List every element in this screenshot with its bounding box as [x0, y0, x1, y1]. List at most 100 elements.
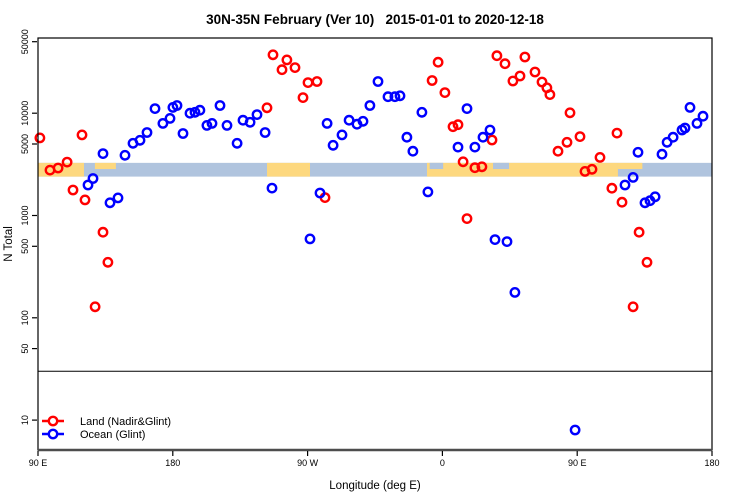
data-point-land [61, 156, 73, 168]
land-band-segment [267, 162, 310, 177]
x-tick-label: 90 E [29, 458, 48, 468]
y-tick-label: 10000 [20, 101, 30, 126]
data-point-land [552, 145, 564, 157]
data-point-ocean [343, 114, 355, 126]
data-point-land [544, 89, 556, 101]
plot-box [37, 37, 713, 451]
data-point-ocean [422, 186, 434, 198]
data-point-land [281, 54, 293, 66]
data-point-ocean [632, 146, 644, 158]
data-point-ocean [87, 173, 99, 184]
data-point-land [76, 129, 88, 141]
data-point-ocean [372, 76, 384, 87]
data-point-land [276, 64, 288, 76]
data-point-land [574, 131, 586, 143]
data-point-land [447, 121, 459, 133]
data-point-ocean [357, 115, 369, 127]
data-point-ocean [201, 120, 213, 131]
data-point-land [499, 58, 511, 70]
data-point-ocean [112, 192, 124, 204]
data-point-land [457, 156, 469, 168]
data-point-land [486, 134, 498, 146]
data-point-ocean [221, 120, 233, 131]
data-point-ocean [416, 106, 428, 118]
data-point-land [594, 151, 606, 163]
data-point-ocean [231, 137, 243, 149]
data-point-land [627, 301, 639, 313]
data-point-ocean [304, 233, 316, 245]
data-point-land [476, 161, 488, 173]
data-point-ocean [407, 145, 419, 157]
data-point-land [616, 196, 628, 208]
data-point-ocean [134, 134, 146, 146]
data-point-land [79, 194, 91, 206]
data-point-ocean [314, 187, 326, 199]
data-point-land [34, 132, 46, 144]
land-band-wisp [617, 162, 643, 170]
data-point-ocean [501, 236, 513, 248]
data-point-ocean [684, 102, 696, 113]
data-point-land [439, 87, 451, 99]
legend-land-circle-icon [47, 415, 59, 427]
legend-ocean-circle-icon [47, 428, 59, 440]
data-point-ocean [364, 100, 376, 111]
data-point-land [426, 75, 438, 86]
data-point-ocean [452, 141, 464, 153]
ocean-band-wisp [429, 162, 444, 170]
data-point-land [641, 256, 653, 268]
data-point-ocean [389, 91, 401, 103]
data-point-land [97, 226, 109, 238]
data-point-ocean [194, 104, 206, 116]
y-axis-title: N Total [3, 226, 15, 262]
data-point-land [67, 184, 79, 196]
data-point-ocean [679, 122, 691, 134]
x-tick-label: 180 [704, 458, 719, 468]
plot-area: 90 E 180 90 W 0 90 E 180 50000 10000 5000 1000 500… [20, 29, 720, 468]
data-point-ocean [149, 103, 161, 115]
data-point-ocean [489, 234, 501, 246]
ocean-band-wisp [493, 162, 510, 170]
x-tick-label: 0 [440, 458, 445, 468]
data-point-ocean [251, 109, 263, 121]
x-tick-label: 180 [165, 458, 180, 468]
data-point-ocean [394, 90, 406, 102]
data-point-land [561, 136, 573, 148]
data-point-ocean [327, 139, 339, 151]
data-point-land [469, 162, 481, 174]
y-tick-label: 10 [20, 415, 30, 425]
data-point-land [606, 182, 618, 194]
chart-title: 30N-35N February (Ver 10) 2015-01-01 to … [206, 12, 544, 27]
data-point-land [461, 213, 473, 225]
data-point-land [102, 256, 114, 268]
y-tick-label: 100 [20, 310, 30, 325]
data-point-ocean [184, 107, 196, 119]
x-tick-label: 90 E [568, 458, 587, 468]
y-tick-label: 5000 [20, 134, 30, 154]
data-point-ocean [382, 91, 394, 103]
data-point-land [261, 102, 273, 114]
data-point-ocean [164, 113, 176, 124]
legend-land-label: Land (Nadir&Glint) [80, 416, 171, 428]
data-point-ocean [627, 171, 639, 183]
y-tick-label: 1000 [20, 205, 30, 225]
data-point-ocean [484, 124, 496, 136]
data-point-ocean [171, 100, 183, 111]
data-point-land [507, 75, 519, 87]
land-band-segment [426, 162, 618, 177]
data-point-ocean [569, 424, 581, 436]
data-point-land [302, 77, 314, 89]
data-point-ocean [469, 141, 481, 153]
data-point-ocean [82, 179, 94, 191]
data-point-land [289, 62, 301, 73]
data-point-land [514, 70, 526, 82]
data-point-ocean [691, 118, 703, 129]
data-point-ocean [141, 127, 153, 138]
data-point-ocean [656, 148, 668, 160]
data-point-ocean [157, 118, 169, 129]
data-point-ocean [177, 128, 189, 139]
data-point-land [491, 50, 503, 62]
data-point-ocean [639, 197, 651, 209]
data-point-ocean [477, 131, 489, 143]
